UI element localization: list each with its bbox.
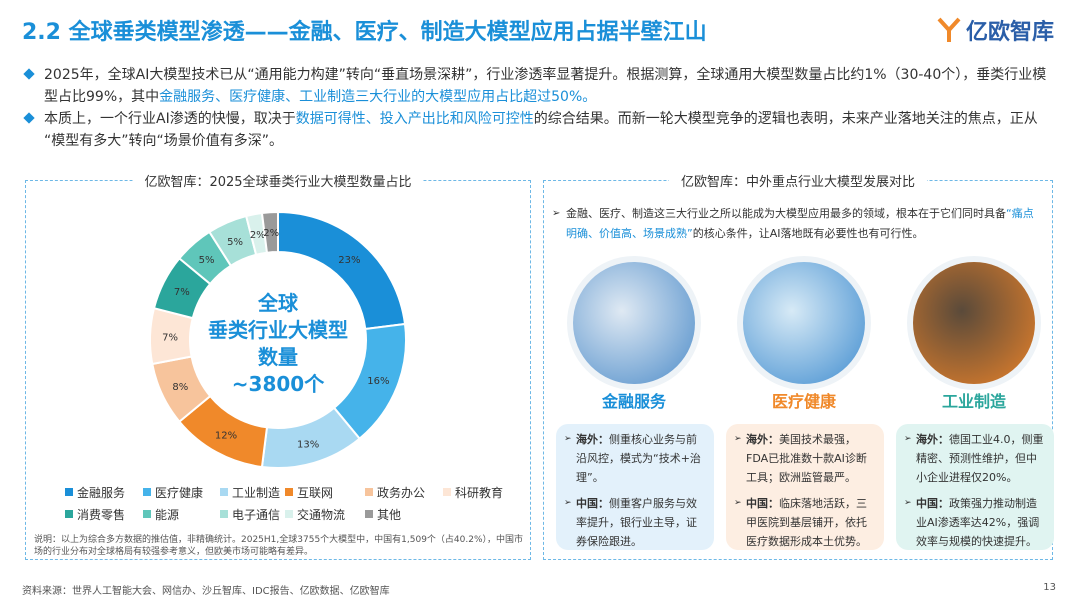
panel-title: 亿欧智库：中外重点行业大模型发展对比 — [668, 171, 928, 190]
comparison-item: 海外：侧重核心业务与前沿风控，模式为“技术+治理”。 — [564, 430, 706, 487]
center-text: ~3800个 — [232, 372, 325, 396]
legend-label: 电子通信 — [232, 508, 280, 522]
highlight: “痛点明确、价值高、场景成熟” — [566, 207, 1034, 240]
text: 金融、医疗、制造这三大行业之所以能成为大模型应用最多的领域，根本在于它们同时具备 — [566, 207, 1006, 220]
column-image — [913, 262, 1035, 384]
value-label: 5% — [227, 237, 243, 248]
value-label: 16% — [367, 376, 389, 387]
page-number: 13 — [1043, 582, 1056, 593]
source: 资料来源：世界人工智能大会、网信办、沙丘智库、IDC报告、亿欧数据、亿欧智库 — [22, 586, 390, 597]
item-label: 海外： — [576, 433, 609, 446]
center-text: 全球 — [257, 291, 299, 315]
legend-swatch — [365, 488, 373, 496]
item-label: 中国： — [916, 497, 949, 510]
comparison-item: 海外：美国技术最强，FDA已批准数十款AI诊断工具；欧洲监管最严。 — [734, 430, 876, 487]
highlight: 数据可得性、投入产出比和风险可控性 — [295, 111, 534, 127]
comparison-item: 中国：侧重客户服务与效率提升，银行业主导，证券保险跟进。 — [564, 494, 706, 551]
value-label: 23% — [338, 255, 360, 266]
value-label: 12% — [215, 431, 237, 442]
legend-swatch — [285, 510, 293, 518]
item-label: 中国： — [746, 497, 779, 510]
bullet: 本质上，一个行业AI渗透的快慢，取决于数据可得性、投入产出比和风险可控性的综合结… — [22, 108, 1058, 152]
column-box: 海外：德国工业4.0，侧重精密、预测性维护，但中小企业进程仅20%。中国：政策强… — [896, 424, 1054, 550]
text: 的核心条件，让AI落地既有必要性也有可行性。 — [692, 227, 924, 240]
text: 本质上，一个行业AI渗透的快慢，取决于 — [44, 111, 296, 127]
item-text: 政策强力推动制造业AI渗透率达42%，强调效率与规模的快速提升。 — [916, 497, 1040, 548]
text: 2025年，全球AI大模型技术已从“通用能力构建”转向“垂直场景深耕”，行业渗透… — [44, 67, 1047, 105]
bullet: 2025年，全球AI大模型技术已从“通用能力构建”转向“垂直场景深耕”，行业渗透… — [22, 64, 1058, 108]
legend-swatch — [285, 488, 293, 496]
legend-swatch — [143, 488, 151, 496]
legend-label: 政务办公 — [377, 485, 425, 500]
item-text: 临床落地活跃，三甲医院到基层铺开，依托医疗数据形成本土优势。 — [746, 497, 867, 548]
column-box: 海外：侧重核心业务与前沿风控，模式为“技术+治理”。中国：侧重客户服务与效率提升… — [556, 424, 714, 550]
legend-label: 能源 — [155, 508, 179, 522]
value-label: 7% — [174, 287, 190, 298]
value-label: 7% — [162, 333, 178, 344]
legend-label: 消费零售 — [77, 507, 125, 522]
comparison-item: 中国：政策强力推动制造业AI渗透率达42%，强调效率与规模的快速提升。 — [904, 494, 1046, 551]
legend-swatch — [220, 488, 228, 496]
logo: 亿欧智库 — [936, 14, 1054, 46]
donut-segment — [260, 210, 279, 254]
intro: 金融、医疗、制造这三大行业之所以能成为大模型应用最多的领域，根本在于它们同时具备… — [552, 204, 1042, 244]
comparison-item: 海外：德国工业4.0，侧重精密、预测性维护，但中小企业进程仅20%。 — [904, 430, 1046, 487]
slide-title: 2.2 全球垂类模型渗透——金融、医疗、制造大模型应用占据半壁江山 — [22, 20, 707, 45]
chart-note: 说明：以上为综合多方数据的推估值，非精确统计。2025H1,全球3755个大模型… — [34, 535, 524, 557]
logo-icon — [937, 17, 961, 42]
value-label: 13% — [297, 440, 319, 451]
legend-swatch — [143, 510, 151, 518]
column-image — [573, 262, 695, 384]
legend-label: 交通物流 — [297, 507, 345, 522]
center-text: 数量 — [258, 345, 298, 369]
center-text: 垂类行业大模型 — [208, 318, 348, 342]
legend-label: 其他 — [377, 508, 401, 522]
column-box: 海外：美国技术最强，FDA已批准数十款AI诊断工具；欧洲监管最严。中国：临床落地… — [726, 424, 884, 550]
column-title: 金融服务 — [601, 392, 666, 411]
column-title: 医疗健康 — [771, 392, 836, 411]
legend-label: 科研教育 — [455, 485, 503, 500]
value-label: 2% — [263, 228, 279, 239]
panel-title: 亿欧智库：2025全球垂类行业大模型数量占比 — [132, 171, 424, 190]
item-label: 海外： — [746, 433, 779, 446]
legend-swatch — [365, 510, 373, 518]
text: 的综合结果。而新一轮大模型竞争的逻辑也表明，未来产业落地关注的焦点，正从“模型有… — [44, 111, 1038, 149]
value-label: 2% — [250, 230, 266, 241]
legend-swatch — [65, 510, 73, 518]
legend-swatch — [443, 488, 451, 496]
value-label: 5% — [199, 255, 215, 266]
value-label: 8% — [172, 382, 188, 393]
column-image — [743, 262, 865, 384]
legend-label: 互联网 — [297, 486, 333, 500]
item-label: 海外： — [916, 433, 949, 446]
legend-label: 工业制造 — [232, 486, 280, 500]
logo-text: 亿欧智库 — [965, 20, 1054, 45]
legend-label: 金融服务 — [77, 485, 125, 500]
legend-swatch — [220, 510, 228, 518]
legend-swatch — [65, 488, 73, 496]
column-title: 工业制造 — [941, 392, 1006, 411]
highlight: 金融服务、医疗健康、工业制造三大行业的大模型应用占比超过50%。 — [159, 89, 597, 105]
item-label: 中国： — [576, 497, 609, 510]
comparison-item: 中国：临床落地活跃，三甲医院到基层铺开，依托医疗数据形成本土优势。 — [734, 494, 876, 551]
legend-label: 医疗健康 — [155, 485, 203, 500]
item-text: 美国技术最强，FDA已批准数十款AI诊断工具；欧洲监管最严。 — [746, 433, 867, 484]
item-text: 德国工业4.0，侧重精密、预测性维护，但中小企业进程仅20%。 — [916, 433, 1044, 484]
donut-chart: 23% 16% 13% 12% 8% 7% 7% 5% 5% 2%2% 全球垂类行业大模型数量 ~38… — [65, 210, 503, 522]
item-text: 侧重客户服务与效率提升，银行业主导，证券保险跟进。 — [576, 497, 697, 548]
item-text: 侧重核心业务与前沿风控，模式为“技术+治理”。 — [576, 433, 701, 484]
